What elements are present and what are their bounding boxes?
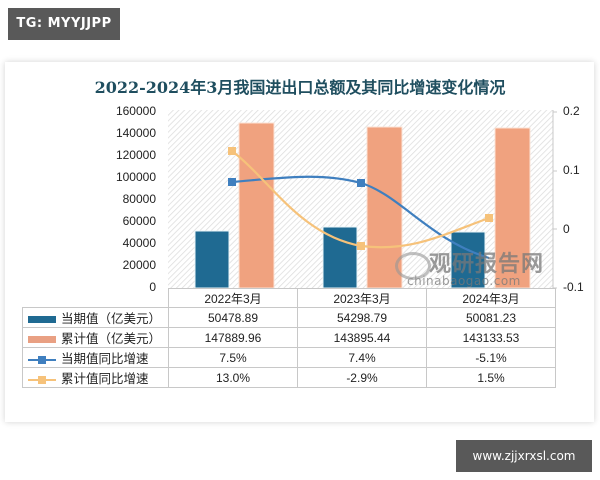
right-tick: -0.1 bbox=[563, 280, 584, 294]
data-table: 2022年3月 2023年3月 2024年3月 当期值（亿美元） 50478.8… bbox=[22, 288, 556, 388]
table-cell: 54298.79 bbox=[297, 307, 427, 328]
table-row: 累计值（亿美元） 147889.96 143895.44 143133.53 bbox=[22, 327, 556, 348]
left-tick: 40000 bbox=[122, 236, 156, 250]
table-row: 当期值同比增速 7.5% 7.4% -5.1% bbox=[22, 347, 556, 368]
table-header-row: 2022年3月 2023年3月 2024年3月 bbox=[22, 288, 556, 308]
bar-cumulative-2024 bbox=[494, 127, 531, 289]
right-tick: 0.1 bbox=[563, 163, 580, 177]
marker-cumulative-yoy-2024 bbox=[485, 214, 493, 222]
table-cell: 143133.53 bbox=[426, 327, 556, 348]
legend-bar-orange-icon bbox=[28, 336, 56, 344]
legend-label: 累计值同比增速 bbox=[61, 372, 149, 386]
chinabaogao-watermark: 观研报告网 chinabaogao.com bbox=[395, 246, 544, 288]
watermark-logo-icon bbox=[395, 252, 431, 280]
table-cell: 13.0% bbox=[168, 367, 298, 388]
column-header: 2024年3月 bbox=[426, 288, 556, 308]
left-tick: 60000 bbox=[122, 214, 156, 228]
bar-current-2023 bbox=[322, 226, 358, 289]
bar-current-2024 bbox=[450, 231, 486, 289]
left-tick: 100000 bbox=[115, 170, 156, 184]
marker-current-yoy-2023 bbox=[357, 179, 365, 187]
bar-cumulative-2022 bbox=[238, 122, 275, 289]
column-header: 2022年3月 bbox=[168, 288, 298, 308]
chart-title: 2022-2024年3月我国进出口总额及其同比增速变化情况 bbox=[94, 78, 506, 97]
left-tick: 80000 bbox=[122, 192, 156, 206]
right-tick: 0.2 bbox=[563, 104, 580, 118]
legend-bar-dark-blue-icon bbox=[28, 316, 56, 324]
table-cell: 7.4% bbox=[297, 347, 427, 368]
table-cell: 50478.89 bbox=[168, 307, 298, 328]
left-tick: 160000 bbox=[115, 104, 156, 118]
table-cell: 143895.44 bbox=[297, 327, 427, 348]
legend-label: 累计值（亿美元） bbox=[61, 332, 162, 346]
table-row: 累计值同比增速 13.0% -2.9% 1.5% bbox=[22, 367, 556, 388]
left-tick: 140000 bbox=[115, 126, 156, 140]
table-cell: -2.9% bbox=[297, 367, 427, 388]
legend-line-yellow-icon bbox=[28, 375, 56, 385]
legend-label: 当期值（亿美元） bbox=[61, 312, 162, 326]
table-cell: 7.5% bbox=[168, 347, 298, 368]
bottom-watermark-tag: www.zjjxrxsl.com bbox=[456, 440, 592, 472]
table-cell: -5.1% bbox=[426, 347, 556, 368]
top-watermark-tag: TG: MYYJJPP bbox=[8, 8, 120, 40]
table-cell: 50081.23 bbox=[426, 307, 556, 328]
left-tick: 0 bbox=[149, 280, 156, 294]
legend-label: 当期值同比增速 bbox=[61, 352, 149, 366]
right-tick: 0 bbox=[563, 222, 570, 236]
table-cell: 1.5% bbox=[426, 367, 556, 388]
left-tick: 20000 bbox=[122, 258, 156, 272]
bar-current-2022 bbox=[194, 230, 230, 289]
left-tick: 120000 bbox=[115, 148, 156, 162]
marker-current-yoy-2022 bbox=[228, 178, 236, 186]
marker-cumulative-yoy-2023 bbox=[357, 242, 365, 250]
table-cell: 147889.96 bbox=[168, 327, 298, 348]
table-row: 当期值（亿美元） 50478.89 54298.79 50081.23 bbox=[22, 307, 556, 328]
marker-cumulative-yoy-2022 bbox=[228, 147, 236, 155]
legend-line-blue-icon bbox=[28, 355, 56, 365]
column-header: 2023年3月 bbox=[297, 288, 427, 308]
